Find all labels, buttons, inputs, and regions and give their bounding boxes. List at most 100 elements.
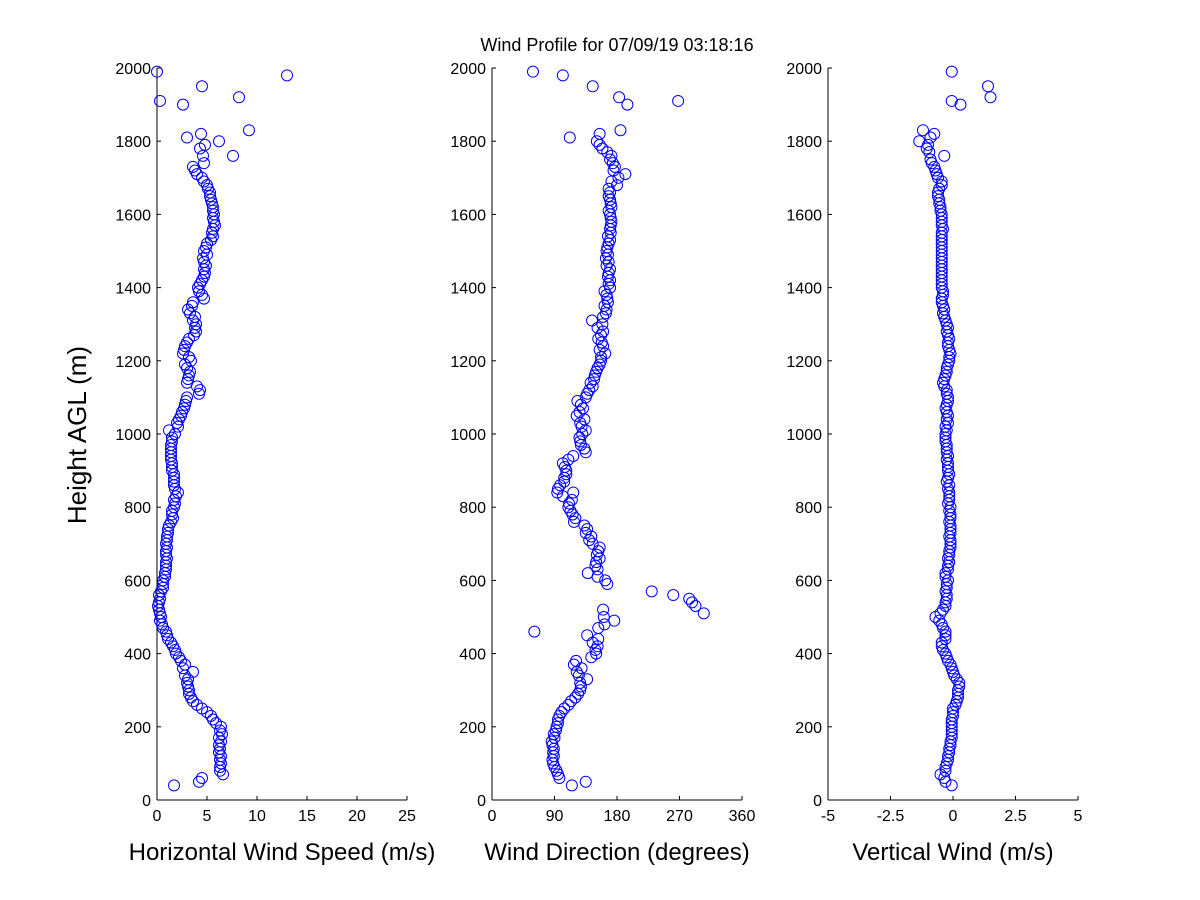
data-point bbox=[565, 695, 578, 708]
data-point bbox=[932, 190, 944, 203]
data-point bbox=[935, 636, 948, 649]
y-tick-label: 800 bbox=[795, 500, 822, 517]
x-tick-label: -2.5 bbox=[877, 808, 905, 825]
data-point bbox=[945, 65, 958, 78]
panel-horizontal-wind-speed: Horizontal Wind Speed (m/s) 020040060080… bbox=[115, 61, 435, 866]
data-point bbox=[939, 629, 952, 642]
y-tick-label: 1800 bbox=[450, 134, 486, 151]
data-point bbox=[570, 665, 583, 678]
data-point bbox=[924, 153, 937, 166]
data-point bbox=[599, 574, 612, 587]
x-axis-label-wind-direction: Wind Direction (degrees) bbox=[484, 839, 749, 866]
x-tick-label: 5 bbox=[1074, 808, 1083, 825]
data-point bbox=[196, 772, 208, 785]
data-point bbox=[209, 219, 221, 232]
data-point bbox=[606, 157, 619, 170]
data-point bbox=[197, 149, 209, 162]
data-point bbox=[190, 318, 202, 331]
data-point bbox=[201, 179, 213, 192]
data-point bbox=[601, 292, 614, 305]
data-point bbox=[562, 501, 575, 514]
x-tick-label: 5 bbox=[203, 808, 212, 825]
data-point bbox=[581, 629, 594, 642]
data-point bbox=[982, 80, 994, 93]
y-tick-label: 1400 bbox=[450, 281, 486, 298]
data-point bbox=[526, 65, 539, 78]
data-point bbox=[571, 395, 584, 408]
data-point bbox=[187, 160, 199, 173]
data-point bbox=[697, 607, 710, 620]
data-point bbox=[567, 449, 580, 462]
data-point bbox=[201, 237, 213, 250]
data-point bbox=[592, 621, 605, 634]
data-point bbox=[600, 245, 613, 257]
data-point bbox=[181, 376, 193, 389]
panel-wind-direction: Wind Direction (degrees) 0 200 400 600 800 10… bbox=[450, 61, 755, 866]
data-point bbox=[601, 230, 614, 243]
data-point bbox=[227, 149, 239, 162]
y-tick-label: 2000 bbox=[786, 61, 822, 78]
data-point bbox=[939, 567, 952, 580]
y-tick-label: 600 bbox=[795, 573, 822, 590]
data-point bbox=[198, 255, 210, 268]
panel-vertical-wind: Vertical Wind (m/s) 0 200 400 600 800 1000 120… bbox=[786, 61, 1082, 866]
data-point bbox=[162, 632, 174, 645]
data-point bbox=[179, 398, 191, 411]
data-point bbox=[597, 603, 610, 616]
data-point bbox=[177, 347, 189, 360]
data-point bbox=[588, 373, 601, 386]
data-point bbox=[913, 135, 926, 148]
data-point bbox=[943, 479, 956, 492]
y-tick-label: 400 bbox=[459, 647, 486, 664]
y-tick-label: 1800 bbox=[786, 134, 822, 151]
y-tick-label: 1200 bbox=[115, 354, 151, 371]
data-point bbox=[206, 226, 218, 239]
data-point bbox=[940, 387, 953, 400]
data-point bbox=[928, 160, 941, 173]
data-point bbox=[939, 625, 952, 638]
data-point bbox=[581, 673, 594, 686]
data-point bbox=[933, 182, 946, 195]
data-point bbox=[950, 673, 963, 686]
data-point bbox=[162, 526, 174, 539]
data-point bbox=[182, 373, 194, 386]
data-point bbox=[281, 69, 293, 82]
x-tick-label: 0 bbox=[949, 808, 958, 825]
data-point bbox=[945, 779, 958, 792]
x-tick-label: 0 bbox=[153, 808, 162, 825]
data-point bbox=[551, 486, 564, 499]
data-point bbox=[570, 409, 583, 422]
data-point bbox=[593, 127, 606, 140]
y-tick-label: 2000 bbox=[115, 61, 151, 78]
data-point bbox=[183, 369, 195, 382]
data-point bbox=[184, 365, 196, 378]
data-point bbox=[565, 779, 578, 792]
data-point bbox=[944, 658, 957, 671]
data-point bbox=[154, 607, 166, 620]
data-point bbox=[233, 91, 245, 104]
y-tick-label: 1600 bbox=[786, 207, 822, 224]
data-point bbox=[180, 395, 192, 408]
data-point bbox=[187, 296, 199, 309]
data-point bbox=[645, 585, 658, 598]
data-point bbox=[197, 252, 209, 265]
x-tick-label: 90 bbox=[546, 808, 564, 825]
data-point bbox=[179, 658, 191, 671]
data-point bbox=[554, 479, 567, 492]
data-point bbox=[560, 468, 573, 481]
data-point bbox=[590, 647, 603, 660]
data-point bbox=[213, 135, 225, 148]
data-point bbox=[581, 523, 594, 536]
y-tick-label: 1200 bbox=[450, 354, 486, 371]
data-point bbox=[683, 592, 696, 605]
chart-title: Wind Profile for 07/09/19 03:18:16 bbox=[480, 35, 753, 55]
data-point bbox=[563, 497, 576, 510]
y-tick-label: 1400 bbox=[115, 281, 151, 298]
data-point bbox=[170, 647, 182, 660]
data-point bbox=[556, 69, 569, 82]
y-axis-label: Height AGL (m) bbox=[62, 346, 92, 524]
data-point bbox=[152, 600, 164, 613]
data-point bbox=[181, 391, 193, 404]
x-tick-label: 15 bbox=[298, 808, 316, 825]
